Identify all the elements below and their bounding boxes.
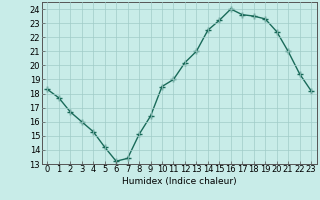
X-axis label: Humidex (Indice chaleur): Humidex (Indice chaleur) <box>122 177 236 186</box>
